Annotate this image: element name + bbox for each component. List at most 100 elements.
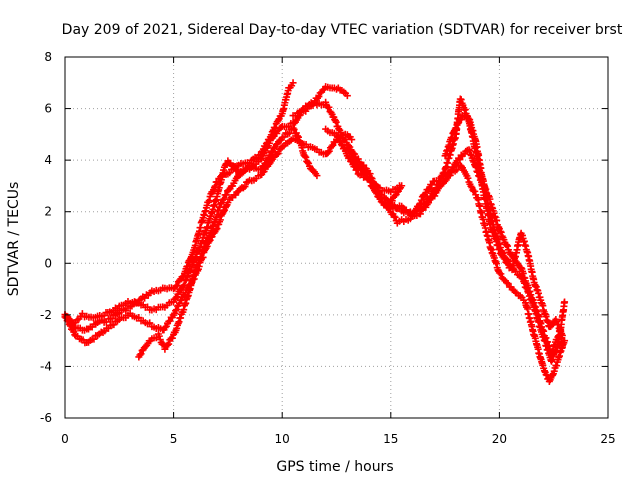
data-point — [274, 150, 282, 158]
series-track — [289, 95, 569, 365]
data-point — [416, 199, 424, 207]
data-point — [349, 152, 357, 160]
data-point — [222, 191, 230, 199]
data-point — [542, 371, 550, 379]
axis-ticks: 0 5 10 15 20 25 -6 -4 -2 0 2 4 6 8 — [40, 50, 616, 446]
data-point — [201, 243, 209, 251]
data-point — [267, 148, 275, 156]
data-point — [220, 195, 228, 203]
data-point — [181, 277, 189, 285]
y-tick-label: 8 — [44, 50, 52, 64]
data-point — [301, 152, 309, 160]
series-track — [343, 143, 566, 356]
y-tick-label: -6 — [40, 411, 52, 425]
data-point — [504, 242, 512, 250]
data-point — [410, 208, 418, 216]
data-point — [313, 172, 321, 180]
data-point — [324, 149, 332, 157]
data-point — [346, 153, 354, 161]
data-point — [322, 98, 330, 106]
y-tick-label: 2 — [44, 205, 52, 219]
data-point — [65, 320, 73, 328]
data-point — [549, 371, 557, 379]
data-point — [173, 281, 181, 289]
data-point — [366, 170, 374, 178]
data-point — [219, 196, 227, 204]
data-point — [391, 192, 399, 200]
plot-frame — [64, 56, 609, 419]
data-point — [173, 306, 181, 314]
data-point — [172, 307, 180, 315]
data-point — [258, 166, 266, 174]
data-point — [187, 265, 195, 273]
x-axis-title: GPS time / hours — [276, 459, 393, 475]
data-point — [428, 181, 436, 189]
data-point — [273, 151, 281, 159]
data-point — [467, 182, 475, 190]
data-point — [325, 147, 333, 155]
data-point — [328, 142, 336, 150]
data-point — [550, 367, 558, 375]
data-point — [293, 132, 301, 140]
data-point — [554, 321, 562, 329]
data-point — [222, 202, 230, 210]
series-track — [61, 83, 351, 327]
data-point — [424, 185, 432, 193]
data-point — [294, 133, 302, 141]
data-point — [457, 96, 465, 104]
data-point — [332, 118, 340, 126]
series-track — [441, 111, 566, 339]
y-tick-label: -2 — [40, 308, 52, 322]
data-point — [183, 273, 191, 281]
data-point — [168, 334, 176, 342]
data-point — [274, 116, 282, 124]
data-point — [136, 351, 144, 359]
y-tick-label: 0 — [44, 256, 52, 270]
data-point — [391, 213, 399, 221]
data-point — [211, 182, 219, 190]
data-point — [225, 186, 233, 194]
data-point — [155, 332, 163, 340]
data-point — [441, 175, 449, 183]
data-point — [90, 335, 98, 343]
data-point — [165, 340, 173, 348]
data-point — [137, 350, 145, 358]
data-point — [302, 153, 310, 161]
data-point — [495, 269, 503, 277]
data-point — [471, 187, 479, 195]
data-point — [503, 241, 511, 249]
y-axis-title: SDTVAR / TECUs — [6, 182, 22, 297]
x-tick-label: 10 — [275, 432, 290, 446]
chart-title: Day 209 of 2021, Sidereal Day-to-day VTE… — [62, 22, 623, 38]
data-point — [205, 197, 213, 205]
data-point — [547, 323, 555, 331]
data-point — [561, 298, 569, 306]
x-tick-label: 0 — [61, 432, 69, 446]
data-point — [334, 133, 342, 141]
x-tick-label: 15 — [383, 432, 398, 446]
data-point — [341, 135, 349, 143]
data-point — [172, 294, 180, 302]
data-point — [289, 79, 297, 87]
x-tick-label: 25 — [600, 432, 615, 446]
data-point — [348, 136, 356, 144]
x-tick-label: 5 — [170, 432, 178, 446]
data-point — [353, 159, 361, 167]
data-point — [273, 129, 281, 137]
data-point — [66, 322, 74, 330]
series-track — [135, 124, 321, 361]
data-point — [390, 212, 398, 220]
data-point — [241, 183, 249, 191]
data-point — [280, 133, 288, 141]
data-point — [425, 185, 433, 193]
data-point — [464, 174, 472, 182]
data-point — [146, 319, 154, 327]
data-point — [161, 323, 169, 331]
data-point — [415, 200, 423, 208]
data-point — [540, 367, 548, 375]
data-point — [417, 196, 425, 204]
series-track — [61, 79, 297, 334]
data-point — [315, 93, 323, 101]
data-point — [337, 141, 345, 149]
